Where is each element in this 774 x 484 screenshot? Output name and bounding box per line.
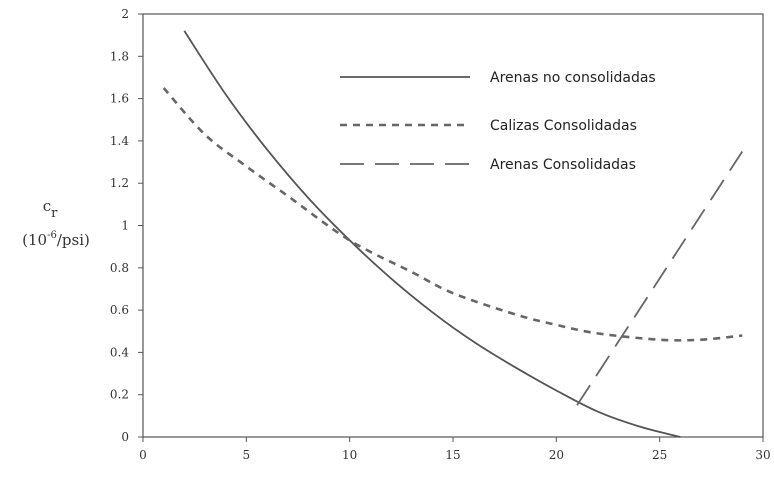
y-tick-label-2: 0.4 bbox=[110, 345, 129, 359]
series-lines bbox=[162, 30, 744, 438]
y-tick-label-9: 1.8 bbox=[110, 49, 129, 63]
y-axis-label-unit-suffix: /psi) bbox=[57, 231, 90, 249]
y-tick-label-4: 0.8 bbox=[110, 261, 129, 275]
y-tick-label-0: 0 bbox=[121, 430, 129, 444]
x-tick-label-5: 25 bbox=[652, 448, 667, 462]
x-tick-label-2: 10 bbox=[342, 448, 357, 462]
y-axis-label-unit: (10-6/psi) bbox=[22, 230, 90, 249]
y-tick-label-5: 1 bbox=[121, 219, 129, 233]
legend-label-2: Arenas Consolidadas bbox=[490, 157, 636, 173]
y-tick-label-1: 0.2 bbox=[110, 388, 129, 402]
legend-label-1: Calizas Consolidadas bbox=[490, 118, 637, 134]
legend: Arenas no consolidadas Calizas Consolidad… bbox=[340, 70, 656, 173]
y-axis-label-unit-exponent: -6 bbox=[47, 230, 57, 241]
y-tick-label-8: 1.6 bbox=[110, 92, 129, 106]
x-tick-label-3: 15 bbox=[445, 448, 460, 462]
x-tick-label-6: 30 bbox=[755, 448, 770, 462]
x-tick-label-4: 20 bbox=[549, 448, 564, 462]
y-axis-label-symbol-text: c bbox=[43, 197, 51, 215]
x-tick-label-0: 0 bbox=[139, 448, 147, 462]
y-axis-label: cr (10-6/psi) bbox=[22, 197, 90, 249]
series-line-0 bbox=[183, 30, 681, 438]
y-tick-label-6: 1.2 bbox=[110, 176, 129, 190]
y-tick-label-3: 0.6 bbox=[110, 303, 129, 317]
y-tick-label-7: 1.4 bbox=[110, 134, 129, 148]
series-line-2 bbox=[576, 151, 744, 406]
x-tick-label-1: 5 bbox=[243, 448, 251, 462]
series-line-1 bbox=[162, 87, 743, 342]
legend-label-0: Arenas no consolidadas bbox=[490, 70, 656, 86]
y-axis-label-unit-prefix: (10 bbox=[22, 231, 47, 249]
axis-ticks: 0 5 10 15 20 25 30 0 0.2 0.4 0.6 0.8 1 1.2 1.4 1.6 1.8 2 bbox=[110, 7, 771, 462]
y-tick-label-10: 2 bbox=[121, 7, 129, 21]
y-axis-label-subscript: r bbox=[51, 206, 58, 221]
y-axis-label-symbol: cr bbox=[43, 197, 58, 221]
